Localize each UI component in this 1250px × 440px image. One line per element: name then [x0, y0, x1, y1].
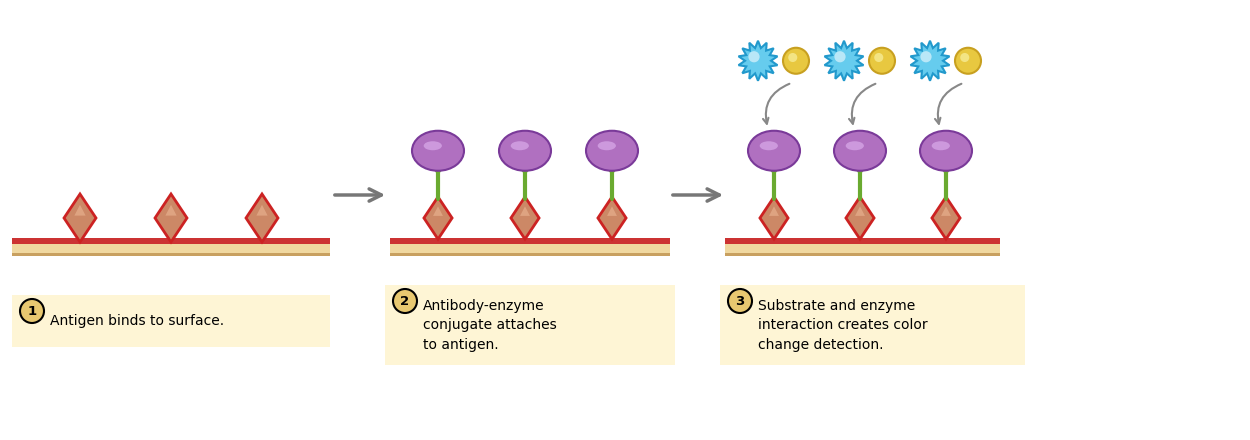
Polygon shape	[941, 206, 951, 216]
Polygon shape	[256, 205, 268, 216]
Circle shape	[921, 51, 939, 70]
Polygon shape	[739, 41, 778, 81]
Bar	[12, 253, 330, 256]
Ellipse shape	[586, 131, 638, 171]
Polygon shape	[598, 197, 626, 239]
Polygon shape	[760, 197, 788, 239]
Polygon shape	[846, 197, 874, 239]
Circle shape	[782, 48, 809, 74]
Polygon shape	[608, 206, 618, 216]
Circle shape	[955, 48, 981, 74]
Polygon shape	[64, 194, 96, 242]
FancyArrowPatch shape	[849, 84, 875, 124]
Circle shape	[869, 48, 895, 74]
Ellipse shape	[920, 131, 972, 171]
Bar	[390, 244, 670, 256]
Circle shape	[874, 53, 884, 62]
FancyArrowPatch shape	[935, 84, 961, 124]
Text: 1: 1	[28, 304, 36, 318]
FancyBboxPatch shape	[12, 295, 330, 347]
Ellipse shape	[760, 141, 778, 150]
Polygon shape	[910, 41, 950, 81]
Polygon shape	[155, 194, 188, 242]
Polygon shape	[432, 206, 442, 216]
Circle shape	[392, 289, 418, 313]
Bar	[12, 238, 330, 244]
Ellipse shape	[412, 131, 464, 171]
Polygon shape	[855, 206, 865, 216]
Polygon shape	[932, 197, 960, 239]
Polygon shape	[769, 206, 779, 216]
Polygon shape	[511, 197, 539, 239]
Bar	[725, 244, 1000, 256]
Circle shape	[835, 51, 852, 70]
Polygon shape	[520, 206, 530, 216]
Text: 2: 2	[400, 294, 410, 308]
Polygon shape	[246, 194, 278, 242]
Bar	[725, 238, 1000, 244]
Bar	[390, 253, 670, 256]
Ellipse shape	[846, 141, 864, 150]
Text: Antigen binds to surface.: Antigen binds to surface.	[50, 314, 224, 328]
Ellipse shape	[931, 141, 950, 150]
Polygon shape	[165, 205, 176, 216]
Bar	[725, 253, 1000, 256]
Text: 3: 3	[735, 294, 745, 308]
Bar	[390, 238, 670, 244]
FancyBboxPatch shape	[720, 285, 1025, 365]
Ellipse shape	[598, 141, 616, 150]
Circle shape	[20, 299, 44, 323]
Ellipse shape	[748, 131, 800, 171]
Ellipse shape	[499, 131, 551, 171]
Circle shape	[920, 51, 931, 62]
Ellipse shape	[511, 141, 529, 150]
Bar	[12, 244, 330, 256]
Polygon shape	[424, 197, 452, 239]
Text: Substrate and enzyme
interaction creates color
change detection.: Substrate and enzyme interaction creates…	[758, 298, 928, 352]
FancyArrowPatch shape	[762, 84, 790, 124]
FancyBboxPatch shape	[385, 285, 675, 365]
Text: Antibody-enzyme
conjugate attaches
to antigen.: Antibody-enzyme conjugate attaches to an…	[422, 298, 556, 352]
Circle shape	[789, 53, 798, 62]
Circle shape	[749, 51, 768, 70]
Circle shape	[749, 51, 760, 62]
Circle shape	[835, 51, 845, 62]
Ellipse shape	[424, 141, 442, 150]
Polygon shape	[75, 205, 85, 216]
Ellipse shape	[834, 131, 886, 171]
Circle shape	[728, 289, 752, 313]
Circle shape	[960, 53, 969, 62]
Polygon shape	[825, 41, 864, 81]
